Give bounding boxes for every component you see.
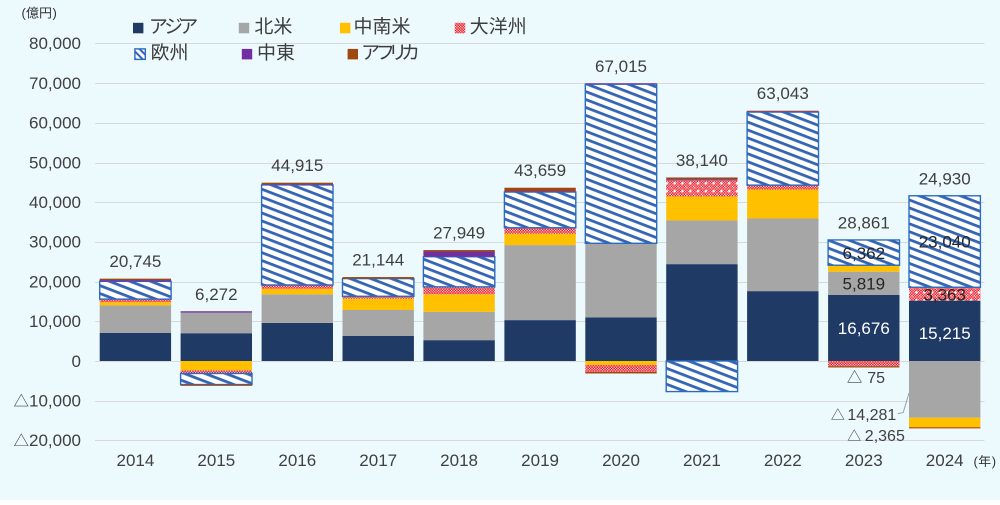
svg-text:2015: 2015: [197, 451, 235, 470]
svg-text:6,362: 6,362: [843, 244, 886, 263]
svg-text:50,000: 50,000: [29, 153, 81, 172]
svg-text:10,000: 10,000: [29, 312, 81, 331]
svg-text:14,281: 14,281: [847, 407, 896, 424]
svg-text:70,000: 70,000: [29, 74, 81, 93]
svg-text:23,040: 23,040: [919, 233, 971, 252]
svg-text:5,819: 5,819: [843, 275, 886, 294]
svg-text:2023: 2023: [845, 451, 883, 470]
svg-text:63,043: 63,043: [757, 84, 809, 103]
svg-text:44,915: 44,915: [271, 156, 323, 175]
svg-text:24,930: 24,930: [919, 169, 971, 188]
svg-text:20,000: 20,000: [29, 272, 81, 291]
svg-text:40,000: 40,000: [29, 193, 81, 212]
svg-text:20,745: 20,745: [109, 252, 161, 271]
svg-text:2019: 2019: [521, 451, 559, 470]
svg-text:): ): [53, 6, 57, 21]
svg-text:(: (: [22, 6, 27, 21]
svg-text:21,144: 21,144: [352, 251, 404, 270]
svg-text:): ): [992, 454, 996, 469]
svg-text:75: 75: [867, 370, 885, 387]
svg-text:80,000: 80,000: [29, 34, 81, 53]
svg-text:30,000: 30,000: [29, 233, 81, 252]
svg-text:2016: 2016: [278, 451, 316, 470]
svg-text:27,949: 27,949: [433, 224, 485, 243]
svg-text:0: 0: [72, 352, 81, 371]
svg-text:2018: 2018: [440, 451, 478, 470]
svg-text:16,676: 16,676: [838, 319, 890, 338]
svg-text:2022: 2022: [764, 451, 802, 470]
svg-text:2,365: 2,365: [865, 428, 905, 445]
svg-text:60,000: 60,000: [29, 114, 81, 133]
svg-text:20,000: 20,000: [29, 431, 81, 450]
svg-text:67,015: 67,015: [595, 57, 647, 76]
svg-text:38,140: 38,140: [676, 151, 728, 170]
svg-text:2020: 2020: [602, 451, 640, 470]
svg-text:2024: 2024: [926, 451, 964, 470]
svg-text:10,000: 10,000: [29, 392, 81, 411]
svg-text:2017: 2017: [359, 451, 397, 470]
svg-text:43,659: 43,659: [514, 161, 566, 180]
svg-text:2014: 2014: [116, 451, 154, 470]
svg-text:28,861: 28,861: [838, 213, 890, 232]
svg-text:6,272: 6,272: [195, 285, 238, 304]
svg-text:3,363: 3,363: [923, 285, 966, 304]
svg-text:15,215: 15,215: [919, 324, 971, 343]
svg-text:(: (: [974, 454, 979, 469]
svg-text:2021: 2021: [683, 451, 721, 470]
